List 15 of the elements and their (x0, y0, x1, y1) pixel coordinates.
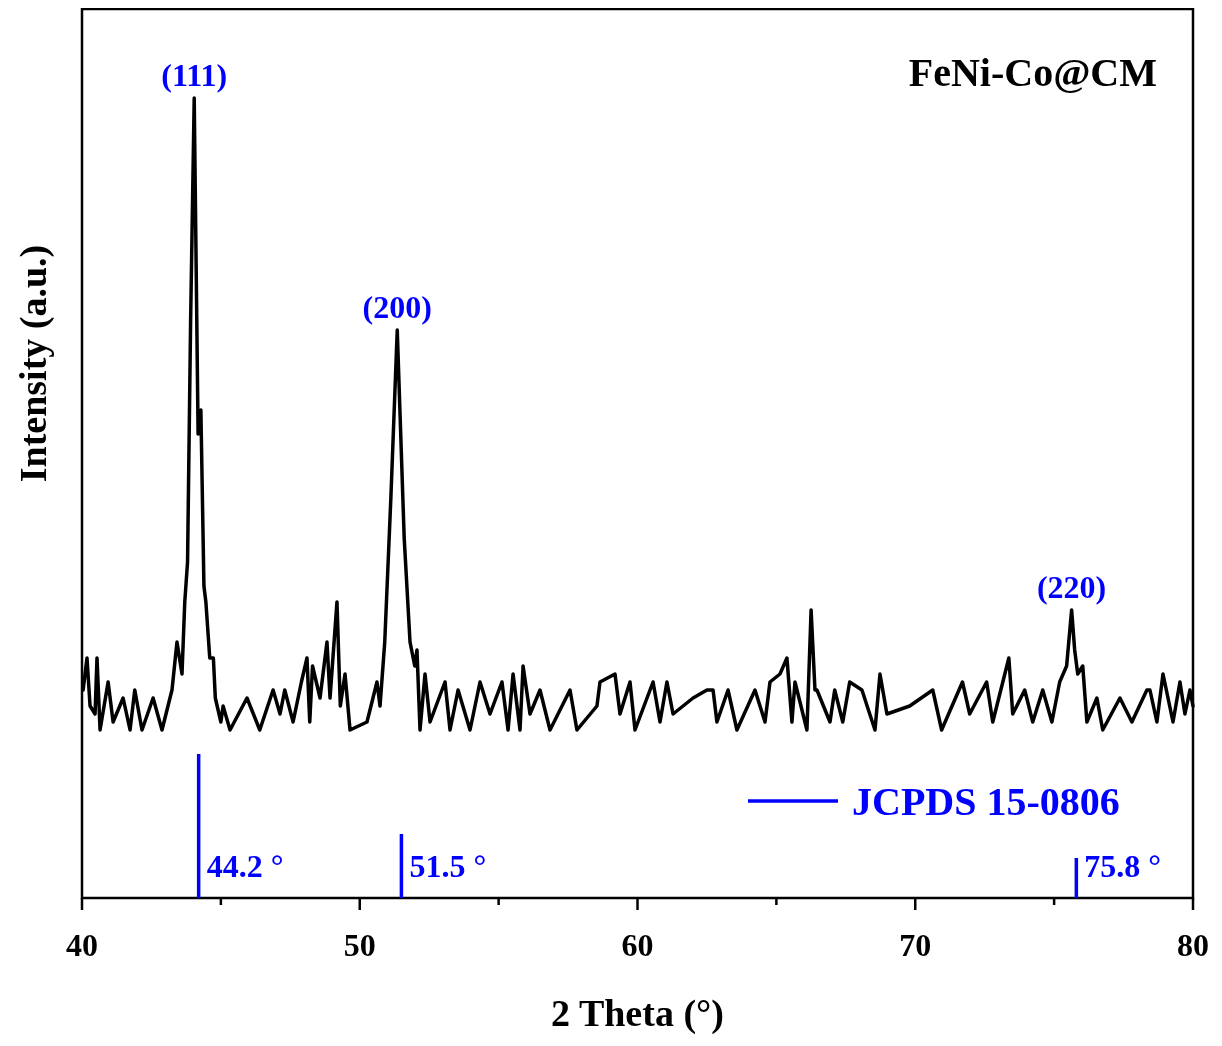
x-tick-label: 70 (899, 927, 932, 963)
x-tick-label: 80 (1177, 927, 1209, 963)
x-axis-title: 2 Theta (°) (551, 992, 724, 1035)
y-axis-title: Intensity (a.u.) (12, 244, 55, 483)
x-tick-label: 60 (621, 927, 654, 963)
annotation: 51.5 ° (409, 848, 487, 884)
annotation: (111) (161, 57, 228, 93)
legend-label: JCPDS 15-0806 (852, 779, 1120, 824)
annotation: (200) (362, 289, 432, 325)
annotation: (220) (1036, 569, 1107, 605)
x-tick-label: 40 (66, 927, 98, 963)
x-tick-label: 50 (343, 927, 376, 963)
annotation: 75.8 ° (1084, 848, 1162, 884)
annotation: 44.2 ° (206, 848, 284, 884)
text: FeNi-Co@CM (908, 50, 1157, 95)
